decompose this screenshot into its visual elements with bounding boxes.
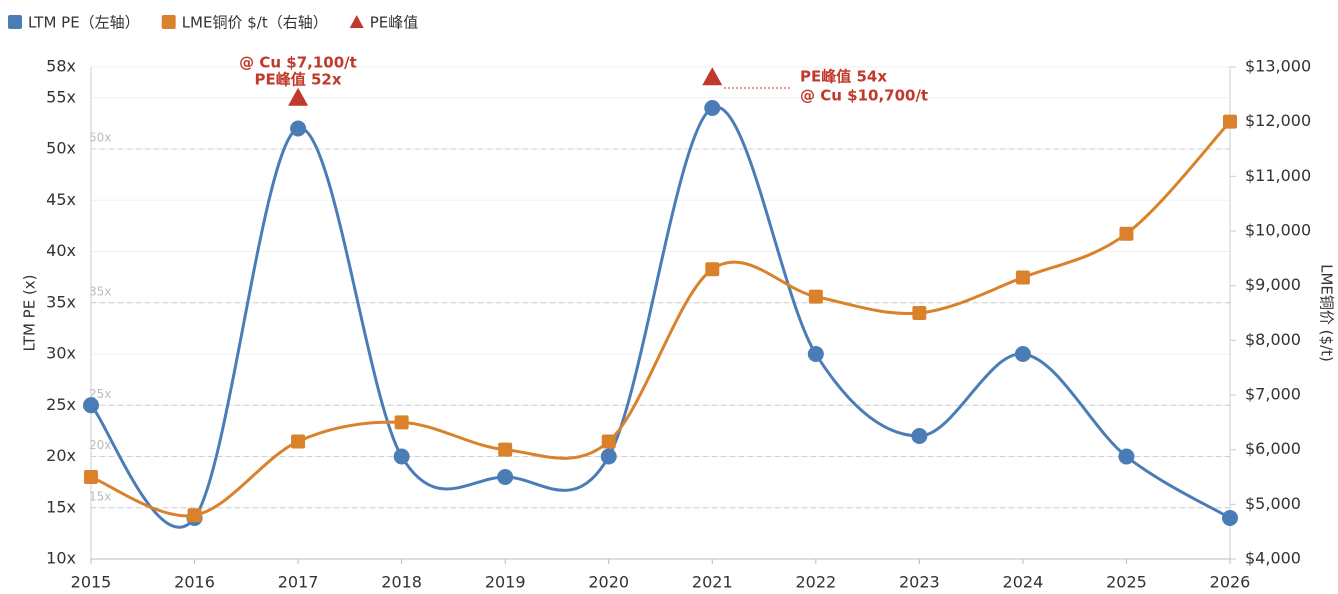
reference-label: 50x — [89, 131, 111, 145]
point — [807, 346, 824, 362]
y-tick-label: 40x — [46, 241, 76, 260]
point — [1223, 114, 1237, 129]
y-tick-label: 20x — [46, 446, 76, 465]
x-tick-label: 2026 — [1210, 573, 1251, 592]
x-tick-label: 2021 — [692, 573, 733, 592]
x-tick-label: 2015 — [71, 573, 112, 592]
point — [1014, 346, 1031, 362]
y-tick-label: 35x — [46, 292, 76, 311]
series — [83, 100, 1238, 529]
y-tick-label: 15x — [46, 497, 76, 516]
y2-tick-label: $13,000 — [1245, 57, 1311, 76]
y-tick-label: 50x — [46, 139, 76, 158]
y-tick-label: 45x — [46, 190, 76, 209]
reference-label: 25x — [89, 387, 111, 401]
point — [1222, 510, 1238, 526]
point — [393, 448, 410, 465]
point — [1118, 448, 1135, 465]
point — [705, 262, 720, 277]
point — [911, 428, 928, 444]
y2-tick-label: $5,000 — [1245, 494, 1301, 513]
legend-item: LTM PE（左轴） — [8, 14, 140, 32]
line — [89, 105, 1231, 529]
point — [600, 448, 617, 465]
annotation: @ Cu $7,100/t — [239, 54, 357, 72]
y2-tick-label: $7,000 — [1245, 385, 1301, 404]
y2-axis-label: LME铜价 ($/t) — [1318, 264, 1336, 362]
reference-label: 20x — [89, 438, 111, 452]
y-tick-label: 10x — [46, 549, 76, 568]
y-tick-label: 30x — [46, 344, 76, 363]
point — [394, 415, 409, 430]
x-tick-label: 2025 — [1106, 573, 1147, 592]
point — [1015, 270, 1030, 285]
y2-tick-label: $8,000 — [1245, 330, 1301, 349]
point — [290, 120, 307, 137]
y2-tick-label: $10,000 — [1245, 221, 1311, 240]
peak-marker — [288, 87, 309, 106]
annotation: @ Cu $10,700/t — [800, 87, 928, 105]
y2-tick-label: $6,000 — [1245, 439, 1301, 458]
y2-tick-label: $11,000 — [1245, 166, 1311, 185]
x-tick-label: 2018 — [381, 573, 422, 592]
legend-item: PE峰值 — [349, 14, 419, 32]
point — [84, 470, 98, 484]
x-tick-label: 2019 — [485, 573, 526, 592]
y-tick-label: 25x — [46, 395, 76, 414]
y-tick-label: 58x — [46, 57, 76, 76]
y2-tick-label: $9,000 — [1245, 275, 1301, 294]
point — [704, 100, 721, 116]
legend-label: LTM PE（左轴） — [28, 14, 140, 32]
y-axis-label: LTM PE (x) — [21, 274, 39, 351]
point — [808, 289, 823, 304]
x-tick-label: 2023 — [899, 573, 940, 592]
annotation: PE峰值 52x — [254, 71, 341, 89]
y-tick-label: 55x — [46, 87, 76, 106]
reference-label: 15x — [89, 489, 111, 503]
reference-label: 35x — [89, 284, 111, 298]
x-tick-label: 2022 — [795, 573, 836, 592]
legend-item: LME铜价 $/t（右轴） — [161, 14, 328, 32]
legend-label: PE峰值 — [370, 14, 419, 32]
x-tick-label: 2016 — [174, 573, 215, 592]
point — [497, 469, 514, 485]
legend-swatch — [349, 15, 364, 28]
peak-marker — [702, 67, 723, 86]
series — [84, 114, 1237, 523]
point — [291, 434, 306, 449]
line — [90, 120, 1232, 518]
point — [498, 442, 513, 457]
point — [187, 508, 202, 523]
series — [288, 67, 723, 106]
y2-tick-label: $4,000 — [1245, 549, 1301, 568]
x-tick-label: 2020 — [588, 573, 629, 592]
legend-label: LME铜价 $/t（右轴） — [182, 14, 328, 32]
x-tick-label: 2017 — [278, 573, 319, 592]
point — [83, 397, 99, 414]
annotation: PE峰值 54x — [800, 68, 887, 86]
point — [912, 306, 927, 320]
point — [1119, 226, 1134, 241]
y2-tick-label: $12,000 — [1245, 111, 1311, 130]
x-tick-label: 2024 — [1003, 573, 1044, 592]
legend-swatch — [161, 15, 176, 29]
point — [601, 434, 616, 449]
legend-swatch — [8, 15, 22, 29]
